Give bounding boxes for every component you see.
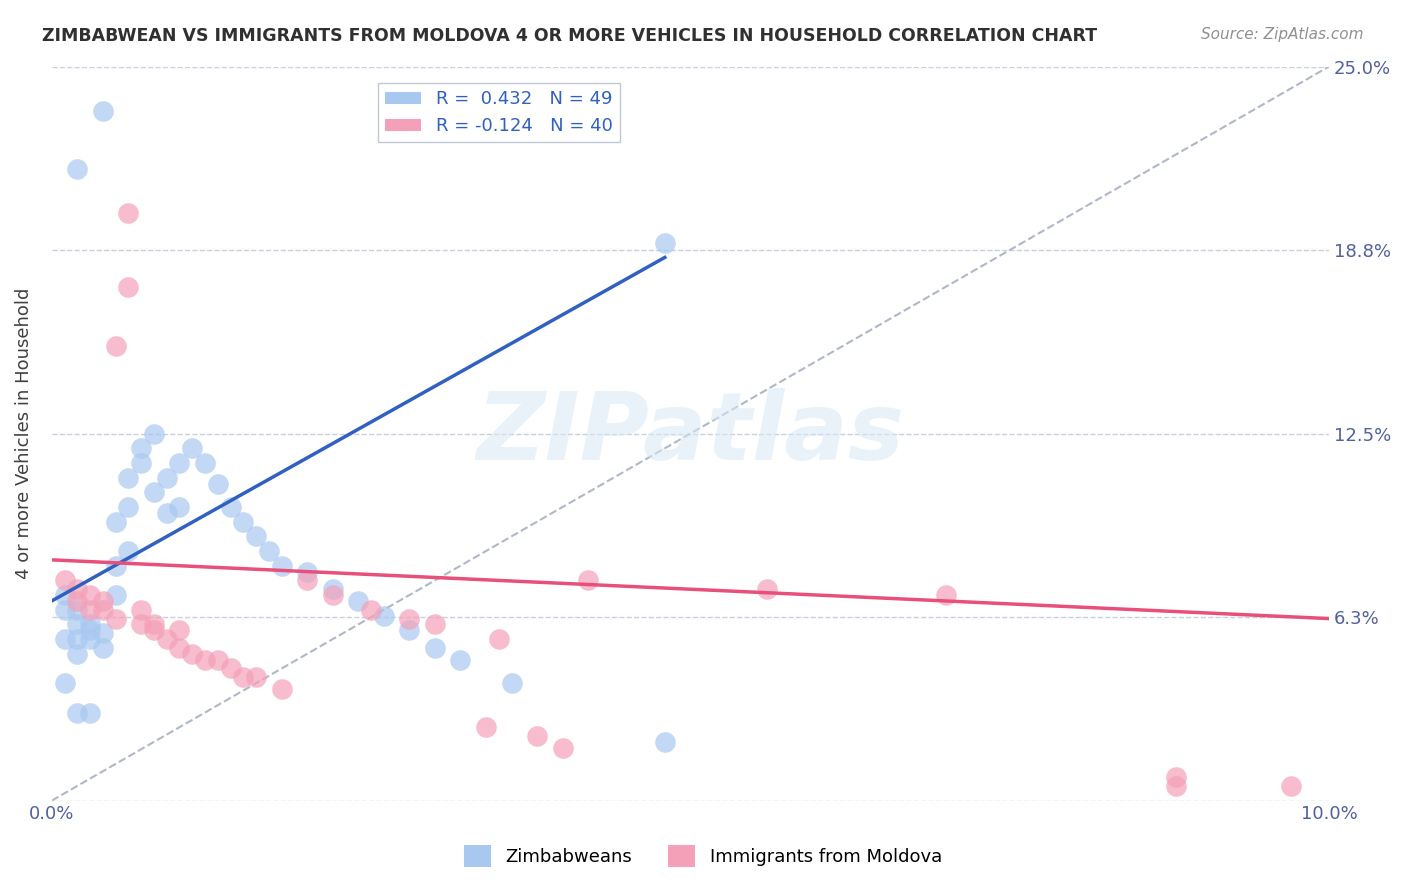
Point xyxy=(156,632,179,647)
Point xyxy=(373,608,395,623)
Point xyxy=(232,515,254,529)
Point xyxy=(219,661,242,675)
Point xyxy=(91,603,114,617)
Legend: R =  0.432   N = 49, R = -0.124   N = 40: R = 0.432 N = 49, R = -0.124 N = 40 xyxy=(378,83,620,143)
Point xyxy=(551,740,574,755)
Point xyxy=(66,594,89,608)
Point xyxy=(53,588,76,602)
Point xyxy=(66,706,89,720)
Point xyxy=(79,603,101,617)
Point xyxy=(257,544,280,558)
Point xyxy=(129,442,152,456)
Point xyxy=(66,632,89,647)
Point xyxy=(104,588,127,602)
Point xyxy=(181,647,204,661)
Point xyxy=(423,617,446,632)
Point xyxy=(66,162,89,177)
Point xyxy=(79,624,101,638)
Point xyxy=(129,617,152,632)
Point xyxy=(194,456,217,470)
Point xyxy=(156,506,179,520)
Point xyxy=(104,611,127,625)
Point xyxy=(398,624,420,638)
Point xyxy=(129,603,152,617)
Point xyxy=(488,632,510,647)
Point xyxy=(322,582,344,597)
Point xyxy=(169,624,191,638)
Point xyxy=(79,617,101,632)
Point xyxy=(755,582,778,597)
Point xyxy=(501,676,523,690)
Point xyxy=(66,617,89,632)
Point xyxy=(295,565,318,579)
Point xyxy=(66,582,89,597)
Point xyxy=(66,647,89,661)
Point xyxy=(156,470,179,484)
Point xyxy=(142,485,165,500)
Point xyxy=(91,640,114,655)
Point xyxy=(423,640,446,655)
Point xyxy=(79,588,101,602)
Point xyxy=(91,594,114,608)
Point xyxy=(79,706,101,720)
Point xyxy=(219,500,242,514)
Text: ZIMBABWEAN VS IMMIGRANTS FROM MOLDOVA 4 OR MORE VEHICLES IN HOUSEHOLD CORRELATIO: ZIMBABWEAN VS IMMIGRANTS FROM MOLDOVA 4 … xyxy=(42,27,1097,45)
Point xyxy=(270,558,292,573)
Point xyxy=(245,529,267,543)
Point xyxy=(117,544,139,558)
Point xyxy=(66,603,89,617)
Point xyxy=(117,470,139,484)
Point xyxy=(475,720,498,734)
Point xyxy=(117,206,139,220)
Point xyxy=(181,442,204,456)
Point xyxy=(398,611,420,625)
Point xyxy=(142,617,165,632)
Point xyxy=(169,456,191,470)
Text: Source: ZipAtlas.com: Source: ZipAtlas.com xyxy=(1201,27,1364,42)
Point xyxy=(117,500,139,514)
Point xyxy=(104,515,127,529)
Point xyxy=(526,729,548,743)
Point xyxy=(232,670,254,684)
Point xyxy=(207,653,229,667)
Point xyxy=(654,735,676,749)
Point xyxy=(129,456,152,470)
Legend: Zimbabweans, Immigrants from Moldova: Zimbabweans, Immigrants from Moldova xyxy=(457,838,949,874)
Point xyxy=(53,676,76,690)
Point xyxy=(360,603,382,617)
Point xyxy=(91,103,114,118)
Point xyxy=(449,653,471,667)
Text: ZIPatlas: ZIPatlas xyxy=(477,388,904,480)
Point xyxy=(1164,779,1187,793)
Point xyxy=(207,476,229,491)
Point xyxy=(1164,770,1187,784)
Point xyxy=(142,426,165,441)
Point xyxy=(576,574,599,588)
Point xyxy=(104,558,127,573)
Point xyxy=(270,681,292,696)
Point xyxy=(654,235,676,250)
Point xyxy=(142,624,165,638)
Point xyxy=(53,632,76,647)
Point xyxy=(194,653,217,667)
Point xyxy=(117,280,139,294)
Point xyxy=(104,338,127,352)
Point xyxy=(169,640,191,655)
Point xyxy=(53,574,76,588)
Point xyxy=(1279,779,1302,793)
Point xyxy=(169,500,191,514)
Point xyxy=(935,588,957,602)
Point xyxy=(53,603,76,617)
Point xyxy=(79,632,101,647)
Y-axis label: 4 or more Vehicles in Household: 4 or more Vehicles in Household xyxy=(15,288,32,579)
Point xyxy=(91,626,114,640)
Point xyxy=(245,670,267,684)
Point xyxy=(322,588,344,602)
Point xyxy=(295,574,318,588)
Point xyxy=(347,594,370,608)
